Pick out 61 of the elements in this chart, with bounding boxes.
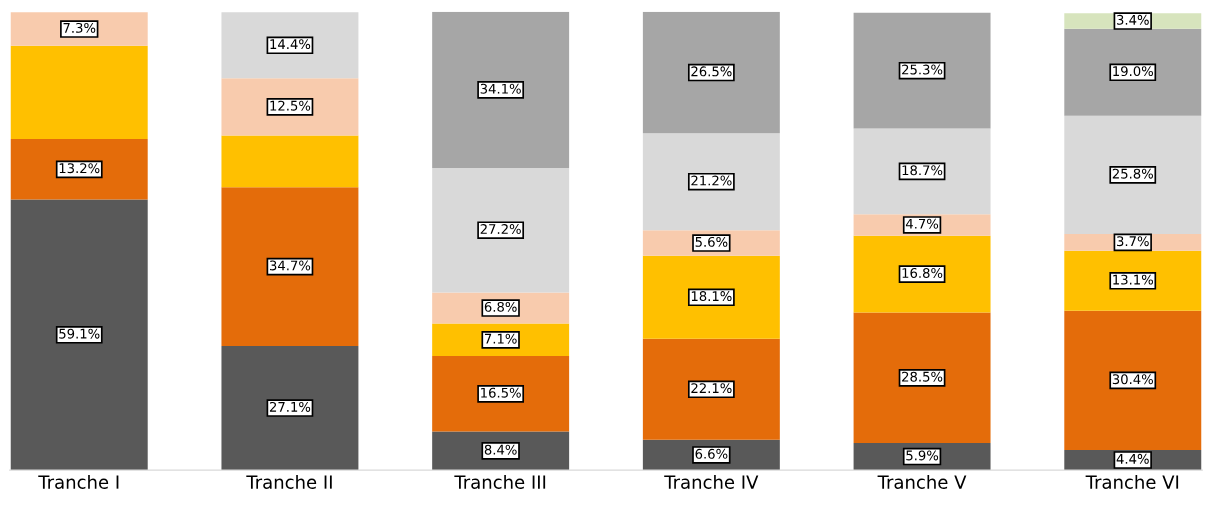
data-label: 28.5% [902, 371, 943, 382]
bar [432, 167, 570, 293]
bar [221, 135, 359, 188]
bar [1064, 310, 1202, 450]
bar [1064, 250, 1202, 311]
bar [432, 11, 570, 168]
bar [10, 199, 148, 471]
bar [10, 139, 148, 200]
data-label: 14.4% [270, 39, 311, 50]
bar [221, 12, 359, 79]
x-tick-label: Tranche III [454, 474, 546, 489]
data-label: 16.8% [902, 268, 943, 278]
data-label: 27.1% [269, 401, 311, 412]
bar [221, 187, 359, 347]
bar [642, 255, 780, 339]
data-label: 4.7% [905, 218, 939, 229]
data-label: 21.2% [691, 175, 732, 186]
data-label: 8.4% [484, 444, 517, 455]
data-label: 18.1% [691, 291, 732, 302]
data-label: 18.7% [902, 165, 943, 176]
bar [853, 128, 991, 215]
bar [221, 78, 359, 136]
data-label: 25.3% [902, 64, 943, 75]
data-label: 27.2% [480, 224, 521, 235]
data-label: 7.3% [63, 22, 96, 33]
bar [642, 133, 780, 231]
data-label: 6.8% [484, 301, 517, 312]
data-label: 25.8% [1112, 168, 1153, 179]
data-label: 13.1% [1113, 274, 1153, 285]
data-label: 22.1% [691, 383, 732, 394]
data-label: 5.9% [906, 450, 939, 461]
bar [853, 12, 991, 129]
data-label: 34.7% [269, 260, 311, 271]
data-label: 16.5% [481, 387, 521, 398]
bar [1064, 28, 1202, 116]
bar [642, 11, 780, 134]
data-label: 30.4% [1112, 374, 1153, 385]
x-tick-label: Tranche IV [664, 474, 759, 489]
x-tick-label: Tranche II [246, 474, 332, 489]
data-label: 4.4% [1116, 453, 1149, 464]
x-tick-label: Tranche I [38, 474, 119, 489]
data-label: 6.6% [695, 448, 728, 459]
bar [853, 312, 991, 444]
data-label: 7.1% [484, 333, 517, 344]
bar [642, 338, 780, 440]
data-label: 13.2% [59, 163, 100, 174]
bar [432, 356, 570, 432]
x-tick-label: Tranche V [877, 474, 967, 489]
data-label: 12.5% [270, 100, 311, 111]
data-label: 3.7% [1117, 236, 1149, 247]
bar [10, 45, 148, 140]
data-label: 3.4% [1117, 14, 1149, 25]
data-label: 19.0% [1113, 66, 1153, 77]
bar [853, 235, 991, 313]
data-label: 26.5% [691, 66, 732, 77]
bar [1064, 115, 1202, 234]
data-label: 5.6% [695, 236, 728, 247]
bar [221, 346, 359, 471]
data-label: 59.1% [59, 328, 100, 339]
x-tick-label: Tranche VI [1085, 474, 1179, 489]
data-label: 34.1% [480, 83, 521, 94]
